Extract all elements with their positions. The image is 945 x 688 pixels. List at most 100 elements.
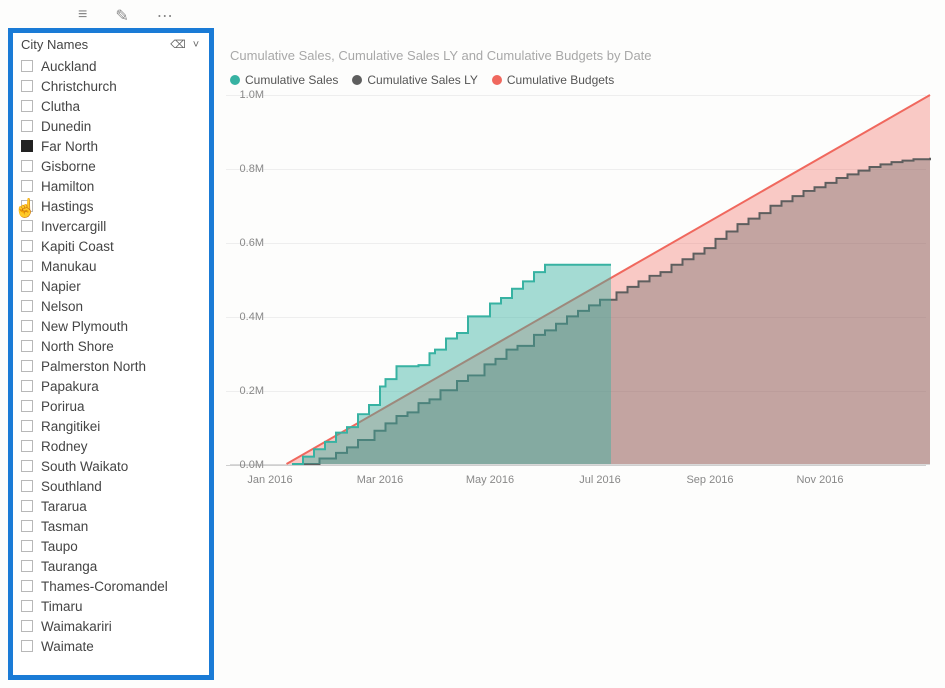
slicer-item[interactable]: Napier <box>17 276 205 296</box>
chart-plot[interactable]: 0.0M0.2M0.4M0.6M0.8M1.0MJan 2016Mar 2016… <box>230 95 930 465</box>
legend-item[interactable]: Cumulative Sales LY <box>352 73 478 87</box>
slicer-item[interactable]: Timaru <box>17 596 205 616</box>
slicer-item-label: Rangitikei <box>41 419 100 434</box>
x-axis-label: Sep 2016 <box>686 474 733 486</box>
chart-legend: Cumulative Sales Cumulative Sales LY Cumul… <box>230 73 930 87</box>
slicer-item[interactable]: Rodney <box>17 436 205 456</box>
eraser-icon[interactable]: ⌫ <box>171 38 185 52</box>
checkbox-icon[interactable] <box>21 640 33 652</box>
checkbox-icon[interactable] <box>21 400 33 412</box>
checkbox-icon[interactable] <box>21 200 33 212</box>
checkbox-icon[interactable] <box>21 240 33 252</box>
legend-item[interactable]: Cumulative Budgets <box>492 73 614 87</box>
slicer-item[interactable]: Nelson <box>17 296 205 316</box>
slicer-list[interactable]: Auckland ChristchurchCluthaDunedin Far Nor… <box>13 56 209 675</box>
legend-label: Cumulative Budgets <box>507 73 614 87</box>
slicer-item[interactable]: Invercargill <box>17 216 205 236</box>
slicer-item[interactable]: Rangitikei <box>17 416 205 436</box>
slicer-item[interactable]: Tauranga <box>17 556 205 576</box>
checkbox-icon[interactable] <box>21 540 33 552</box>
checkbox-icon[interactable] <box>21 560 33 572</box>
slicer-item[interactable]: Southland <box>17 476 205 496</box>
slicer-item-label: Invercargill <box>41 219 106 234</box>
slicer-item[interactable]: Manukau <box>17 256 205 276</box>
checkbox-icon[interactable] <box>21 500 33 512</box>
slicer-item[interactable]: Hastings <box>17 196 205 216</box>
slicer-item[interactable]: Kapiti Coast <box>17 236 205 256</box>
checkbox-icon[interactable] <box>21 300 33 312</box>
slicer-item[interactable]: Taupo <box>17 536 205 556</box>
slicer-item-label: Tararua <box>41 499 87 514</box>
slicer-item[interactable]: Auckland <box>17 56 205 76</box>
checkbox-icon[interactable] <box>21 440 33 452</box>
slicer-item[interactable]: Thames-Coromandel <box>17 576 205 596</box>
slicer-item[interactable]: Porirua <box>17 396 205 416</box>
slicer-item-label: Auckland <box>41 59 97 74</box>
slicer-item-label: Gisborne <box>41 159 96 174</box>
chart-visual: Cumulative Sales, Cumulative Sales LY an… <box>230 48 930 465</box>
checkbox-icon[interactable] <box>21 360 33 372</box>
checkbox-icon[interactable] <box>21 140 33 152</box>
checkbox-icon[interactable] <box>21 80 33 92</box>
slicer-item-label: New Plymouth <box>41 319 128 334</box>
checkbox-icon[interactable] <box>21 60 33 72</box>
checkbox-icon[interactable] <box>21 280 33 292</box>
slicer-item[interactable]: New Plymouth <box>17 316 205 336</box>
slicer-item[interactable]: Tasman <box>17 516 205 536</box>
slicer-item[interactable]: Far North <box>17 136 205 156</box>
slicer-item[interactable]: Hamilton <box>17 176 205 196</box>
slicer-item[interactable]: Tararua <box>17 496 205 516</box>
slicer-item[interactable]: Waimakariri <box>17 616 205 636</box>
slicer-item-label: Hamilton <box>41 179 94 194</box>
slicer-item[interactable]: South Waikato <box>17 456 205 476</box>
slicer-item-label: Rodney <box>41 439 88 454</box>
slicer-item[interactable]: Dunedin <box>17 116 205 136</box>
slicer-item[interactable]: Clutha <box>17 96 205 116</box>
slicer-item-label: Waimate <box>41 639 94 654</box>
chevron-down-icon[interactable]: ˅ <box>189 38 203 52</box>
checkbox-icon[interactable] <box>21 600 33 612</box>
sales-area <box>292 265 611 464</box>
slicer-item[interactable]: North Shore <box>17 336 205 356</box>
slicer-item[interactable]: Gisborne <box>17 156 205 176</box>
legend-item[interactable]: Cumulative Sales <box>230 73 338 87</box>
slicer-item-label: Hastings <box>41 199 94 214</box>
checkbox-icon[interactable] <box>21 520 33 532</box>
legend-label: Cumulative Sales LY <box>367 73 478 87</box>
checkbox-icon[interactable] <box>21 220 33 232</box>
slicer-item-label: Porirua <box>41 399 85 414</box>
slicer-item-label: Tasman <box>41 519 88 534</box>
slicer-item[interactable]: Palmerston North <box>17 356 205 376</box>
x-axis-label: Jan 2016 <box>247 474 292 486</box>
slicer-item-label: South Waikato <box>41 459 128 474</box>
checkbox-icon[interactable] <box>21 580 33 592</box>
x-axis-label: Mar 2016 <box>357 474 403 486</box>
slicer-item-label: Far North <box>41 139 98 154</box>
checkbox-icon[interactable] <box>21 180 33 192</box>
slicer-item[interactable]: Christchurch <box>17 76 205 96</box>
checkbox-icon[interactable] <box>21 620 33 632</box>
checkbox-icon[interactable] <box>21 460 33 472</box>
slicer-item[interactable]: Papakura <box>17 376 205 396</box>
slicer-item-label: Tauranga <box>41 559 97 574</box>
slicer-item-label: Taupo <box>41 539 78 554</box>
checkbox-icon[interactable] <box>21 320 33 332</box>
slicer-item[interactable]: Waimate <box>17 636 205 656</box>
visual-header-handles: ≡✎⋯ <box>78 6 173 26</box>
checkbox-icon[interactable] <box>21 120 33 132</box>
checkbox-icon[interactable] <box>21 420 33 432</box>
legend-swatch-icon <box>352 75 362 85</box>
checkbox-icon[interactable] <box>21 260 33 272</box>
slicer-item-label: Southland <box>41 479 102 494</box>
x-axis-label: Nov 2016 <box>796 474 843 486</box>
slicer-item-label: Kapiti Coast <box>41 239 114 254</box>
x-axis-label: May 2016 <box>466 474 514 486</box>
checkbox-icon[interactable] <box>21 480 33 492</box>
slicer-item-label: Nelson <box>41 299 83 314</box>
checkbox-icon[interactable] <box>21 100 33 112</box>
checkbox-icon[interactable] <box>21 380 33 392</box>
legend-swatch-icon <box>230 75 240 85</box>
checkbox-icon[interactable] <box>21 160 33 172</box>
checkbox-icon[interactable] <box>21 340 33 352</box>
chart-svg <box>230 95 930 464</box>
